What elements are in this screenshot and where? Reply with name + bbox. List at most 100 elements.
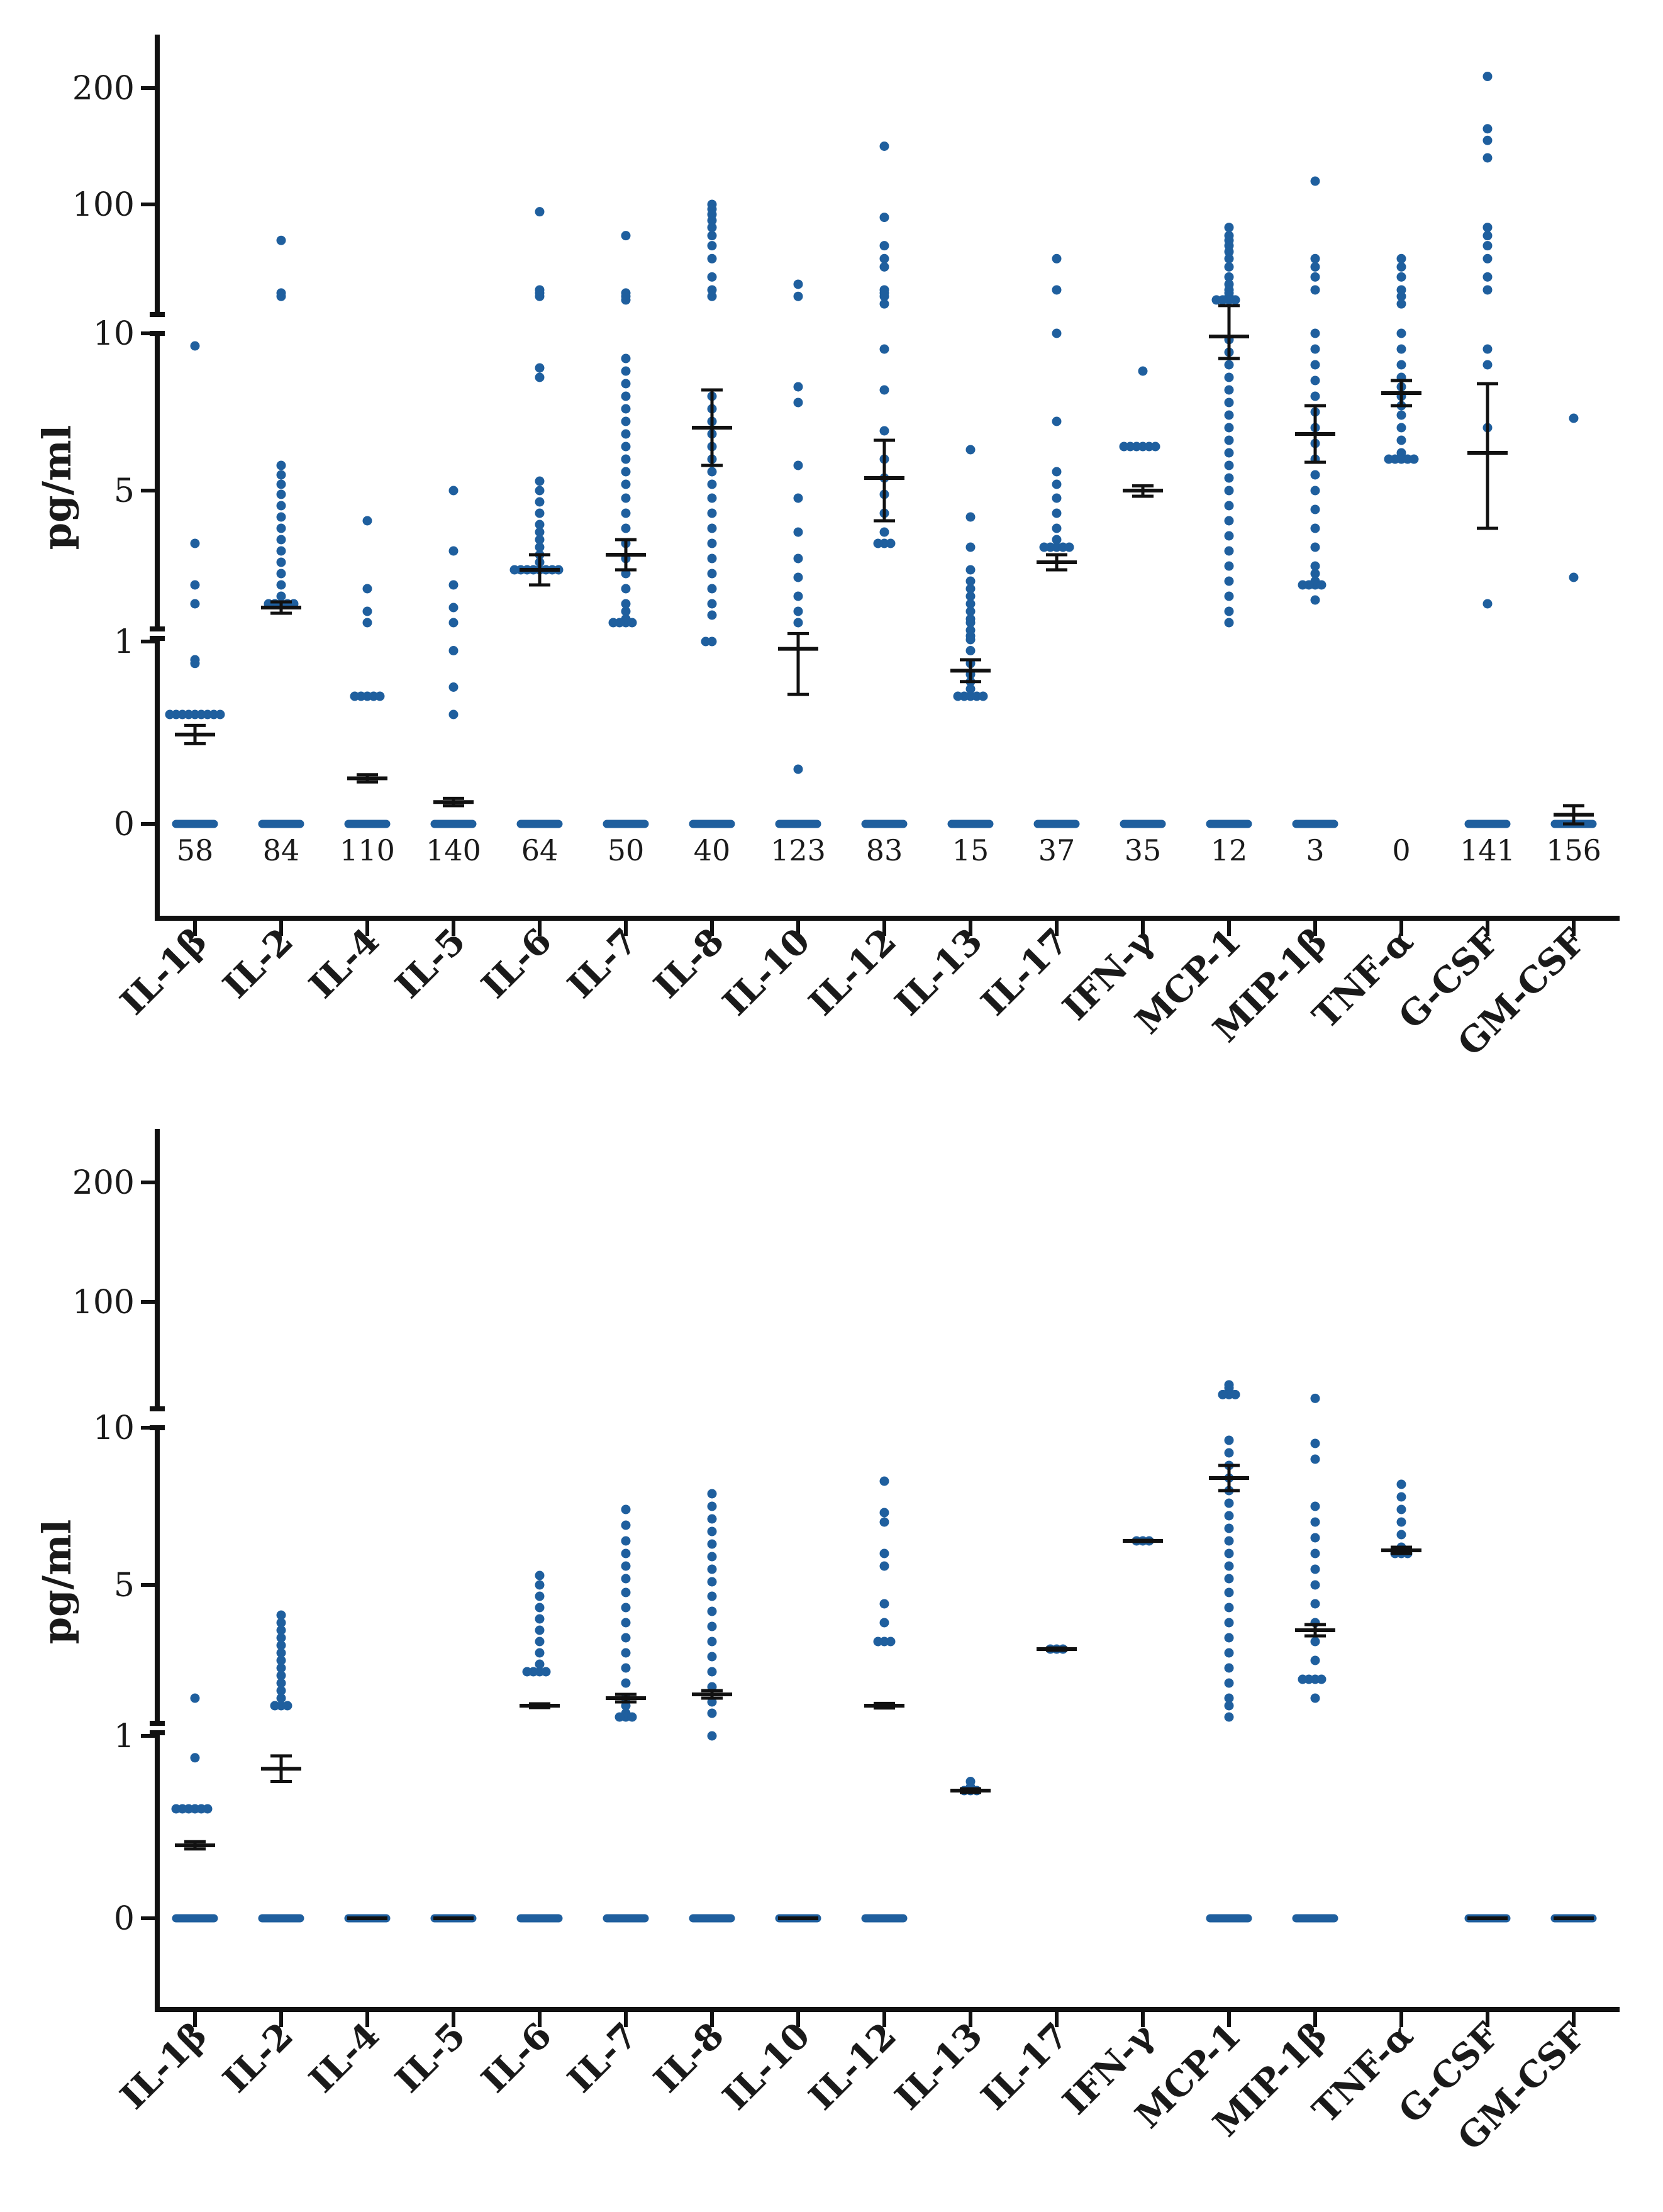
data-point	[621, 1504, 631, 1514]
data-point	[1316, 580, 1327, 590]
data-point	[535, 476, 545, 486]
data-point	[1396, 1504, 1406, 1514]
data-point	[1224, 1511, 1234, 1521]
data-point	[535, 363, 545, 373]
data-point	[1310, 1454, 1320, 1464]
data-point	[509, 565, 520, 575]
data-point	[535, 508, 545, 518]
data-point	[707, 241, 717, 251]
data-point	[190, 341, 200, 351]
zero-count-label: 58	[177, 833, 214, 867]
category-label: IL-2	[215, 920, 301, 1006]
data-point	[965, 512, 976, 522]
data-point	[1482, 272, 1493, 282]
data-point	[1224, 448, 1234, 458]
data-point	[276, 1693, 286, 1703]
data-point	[707, 216, 717, 226]
data-point	[448, 709, 459, 720]
data-point	[1482, 344, 1493, 354]
data-point	[621, 1663, 631, 1673]
data-point	[707, 1539, 717, 1549]
y-tick-label: 200	[72, 70, 135, 108]
data-point	[535, 1648, 545, 1658]
data-point	[1482, 72, 1493, 81]
data-point	[1310, 375, 1320, 386]
y-tick-label: 0	[114, 806, 135, 843]
data-point	[707, 493, 717, 503]
data-point	[276, 1686, 286, 1696]
data-point	[1224, 460, 1234, 470]
data-point	[1310, 1693, 1320, 1703]
data-point	[793, 572, 803, 582]
data-point	[793, 764, 803, 774]
data-point	[1396, 1517, 1406, 1527]
category-label: IL-6	[474, 920, 560, 1006]
data-point	[1310, 1599, 1320, 1609]
data-point	[707, 253, 717, 264]
data-point	[1052, 285, 1062, 295]
data-point	[276, 1633, 286, 1643]
data-point	[448, 603, 459, 613]
data-point	[1310, 1393, 1320, 1403]
data-point	[621, 404, 631, 414]
data-point	[190, 1753, 200, 1763]
y-tick-label: 10	[93, 315, 135, 353]
y-tick-label: 1	[114, 1718, 135, 1755]
data-point	[171, 1804, 181, 1814]
data-point	[879, 241, 889, 251]
data-point	[1150, 442, 1160, 452]
data-point	[1310, 272, 1320, 282]
data-point	[535, 1580, 545, 1590]
data-point	[978, 691, 988, 701]
data-point	[190, 580, 200, 590]
data-point	[793, 460, 803, 470]
data-point	[1224, 1603, 1234, 1613]
y-tick-label: 5	[114, 472, 135, 510]
data-point	[1224, 1587, 1234, 1598]
data-point	[1396, 272, 1406, 282]
data-point	[1224, 606, 1234, 616]
data-point	[873, 1637, 883, 1647]
data-point	[276, 1648, 286, 1658]
data-point	[215, 709, 225, 720]
data-point	[1482, 135, 1493, 145]
y-tick-label: 100	[72, 186, 135, 224]
zero-count-label: 50	[608, 833, 645, 867]
data-point	[879, 253, 889, 264]
category-label: IL-4	[301, 920, 387, 1006]
data-point	[448, 580, 459, 590]
data-point	[707, 610, 717, 620]
data-point	[1569, 413, 1579, 423]
category-label: IL-2	[215, 2015, 301, 2101]
data-point	[793, 553, 803, 564]
data-point	[879, 1618, 889, 1628]
data-point	[1384, 454, 1394, 464]
data-point	[362, 516, 372, 526]
data-point	[621, 295, 631, 305]
data-point	[1224, 1536, 1234, 1546]
data-point	[1396, 1479, 1406, 1489]
data-point	[621, 1548, 631, 1559]
data-point	[627, 618, 637, 628]
data-point	[1396, 262, 1406, 272]
data-point	[621, 454, 631, 464]
data-point	[276, 535, 286, 545]
data-point	[1310, 542, 1320, 552]
data-point	[1052, 535, 1062, 545]
category-label: IL-1β	[113, 2015, 215, 2117]
data-point	[190, 538, 200, 548]
data-point	[707, 523, 717, 533]
data-point	[276, 291, 286, 301]
data-point	[621, 429, 631, 439]
category-label: IL-4	[301, 2015, 387, 2101]
data-point	[1310, 285, 1320, 295]
data-point	[879, 527, 889, 537]
category-label: IL-17	[973, 2015, 1077, 2118]
data-point	[1482, 241, 1493, 251]
data-point	[1310, 1548, 1320, 1559]
data-point	[1224, 1498, 1234, 1508]
data-point	[190, 659, 200, 669]
data-point	[621, 353, 631, 364]
data-point	[1310, 1655, 1320, 1665]
data-point	[1396, 328, 1406, 338]
